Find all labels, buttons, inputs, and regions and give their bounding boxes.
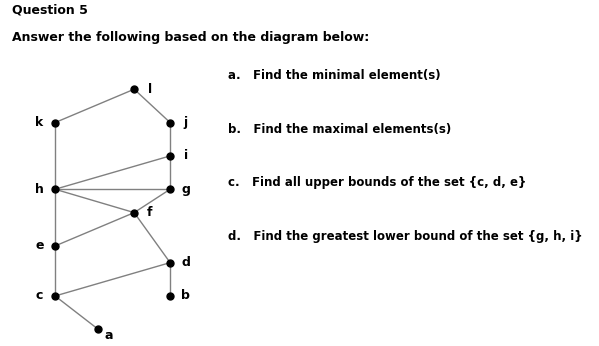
Text: a.   Find the minimal element(s): a. Find the minimal element(s) <box>228 69 440 82</box>
Text: b: b <box>181 290 190 302</box>
Text: d.   Find the greatest lower bound of the set {g, h, i}: d. Find the greatest lower bound of the … <box>228 230 582 243</box>
Text: e: e <box>35 239 44 253</box>
Text: l: l <box>148 83 152 96</box>
Text: f: f <box>147 206 153 219</box>
Text: c: c <box>35 290 43 302</box>
Text: a: a <box>105 329 113 342</box>
Text: i: i <box>184 149 188 162</box>
Text: c.   Find all upper bounds of the set {c, d, e}: c. Find all upper bounds of the set {c, … <box>228 176 526 190</box>
Text: h: h <box>35 183 44 196</box>
Text: d: d <box>181 256 190 269</box>
Text: j: j <box>184 116 188 129</box>
Text: g: g <box>181 183 190 196</box>
Text: Answer the following based on the diagram below:: Answer the following based on the diagra… <box>12 31 369 44</box>
Text: b.   Find the maximal elements(s): b. Find the maximal elements(s) <box>228 123 451 136</box>
Text: k: k <box>35 116 43 129</box>
Text: Question 5: Question 5 <box>12 3 88 17</box>
